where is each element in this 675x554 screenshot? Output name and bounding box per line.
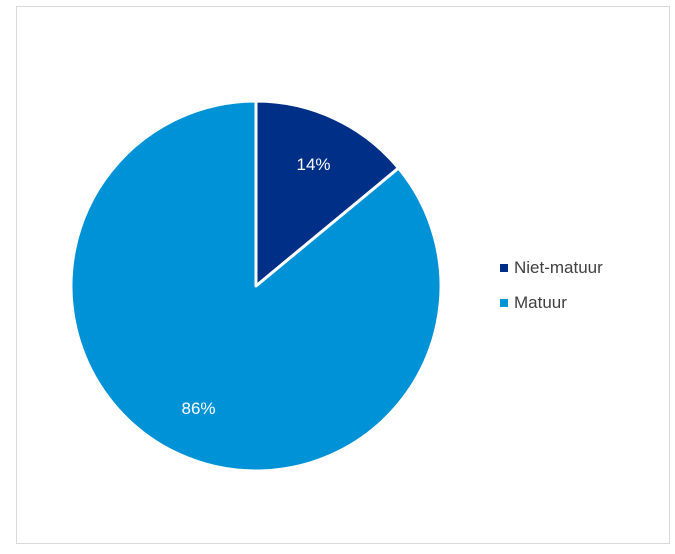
legend-item-niet-matuur: Niet-matuur bbox=[500, 257, 603, 279]
pie-labels: 14% 86% bbox=[181, 155, 330, 418]
slice-label-matuur: 86% bbox=[181, 399, 215, 418]
pie-slices bbox=[69, 99, 443, 473]
slice-niet-matuur bbox=[254, 99, 401, 288]
legend-swatch-niet-matuur bbox=[500, 264, 508, 272]
slice-matuur bbox=[69, 99, 443, 473]
legend-label-niet-matuur: Niet-matuur bbox=[514, 258, 603, 277]
legend-item-matuur: Matuur bbox=[500, 292, 603, 314]
legend-swatch-matuur bbox=[500, 299, 508, 307]
legend-label-matuur: Matuur bbox=[514, 293, 567, 312]
legend: Niet-matuur Matuur bbox=[500, 257, 603, 327]
slice-label-niet-matuur: 14% bbox=[296, 155, 330, 174]
